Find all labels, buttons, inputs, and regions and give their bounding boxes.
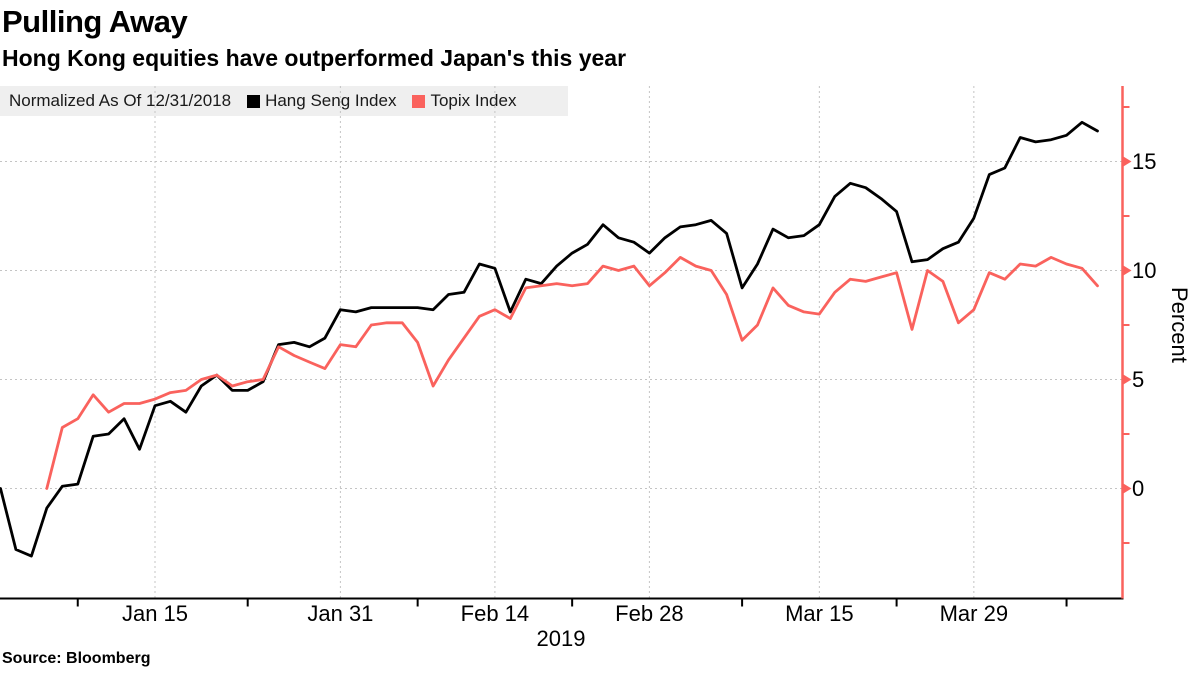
x-axis-year-label: 2019 — [536, 626, 586, 651]
y-tick-label: 15 — [1132, 148, 1157, 174]
chart-subtitle: Hong Kong equities have outperformed Jap… — [2, 45, 627, 71]
x-tick-label: Mar 29 — [939, 601, 1009, 626]
y-tick-label: 0 — [1132, 475, 1145, 501]
x-tick-label: Mar 15 — [785, 601, 854, 626]
legend-note: Normalized As Of 12/31/2018 — [9, 91, 232, 110]
x-tick-label: Jan 31 — [307, 601, 374, 626]
page-title: Pulling Away — [2, 4, 188, 39]
y-axis-major-tick — [1122, 265, 1132, 276]
topix-line — [45, 255, 1099, 490]
y-axis-major-tick — [1122, 483, 1132, 494]
y-tick-label: 10 — [1132, 257, 1157, 283]
y-axis-title: Percent — [1167, 287, 1192, 363]
x-tick-label: Feb 28 — [615, 601, 684, 626]
chart-legend: Normalized As Of 12/31/2018 Hang Seng In… — [0, 86, 516, 116]
x-tick-label: Feb 14 — [460, 601, 530, 626]
x-tick-label: Jan 15 — [121, 601, 189, 626]
source-attribution: Source: Bloomberg — [2, 650, 151, 667]
legend-item-hang-seng: Hang Seng Index — [247, 91, 396, 111]
y-axis-major-tick — [1122, 156, 1132, 167]
legend-background — [0, 86, 568, 116]
hang-seng-swatch-icon — [247, 94, 261, 108]
y-axis-major-tick — [1122, 374, 1132, 385]
legend-label-topix: Topix Index — [430, 91, 517, 110]
y-tick-label: 5 — [1132, 366, 1145, 392]
hang-seng-line — [0, 120, 1099, 558]
topix-swatch-icon — [412, 94, 426, 108]
legend-item-topix: Topix Index — [412, 91, 516, 111]
legend-label-hang-seng: Hang Seng Index — [265, 91, 397, 110]
